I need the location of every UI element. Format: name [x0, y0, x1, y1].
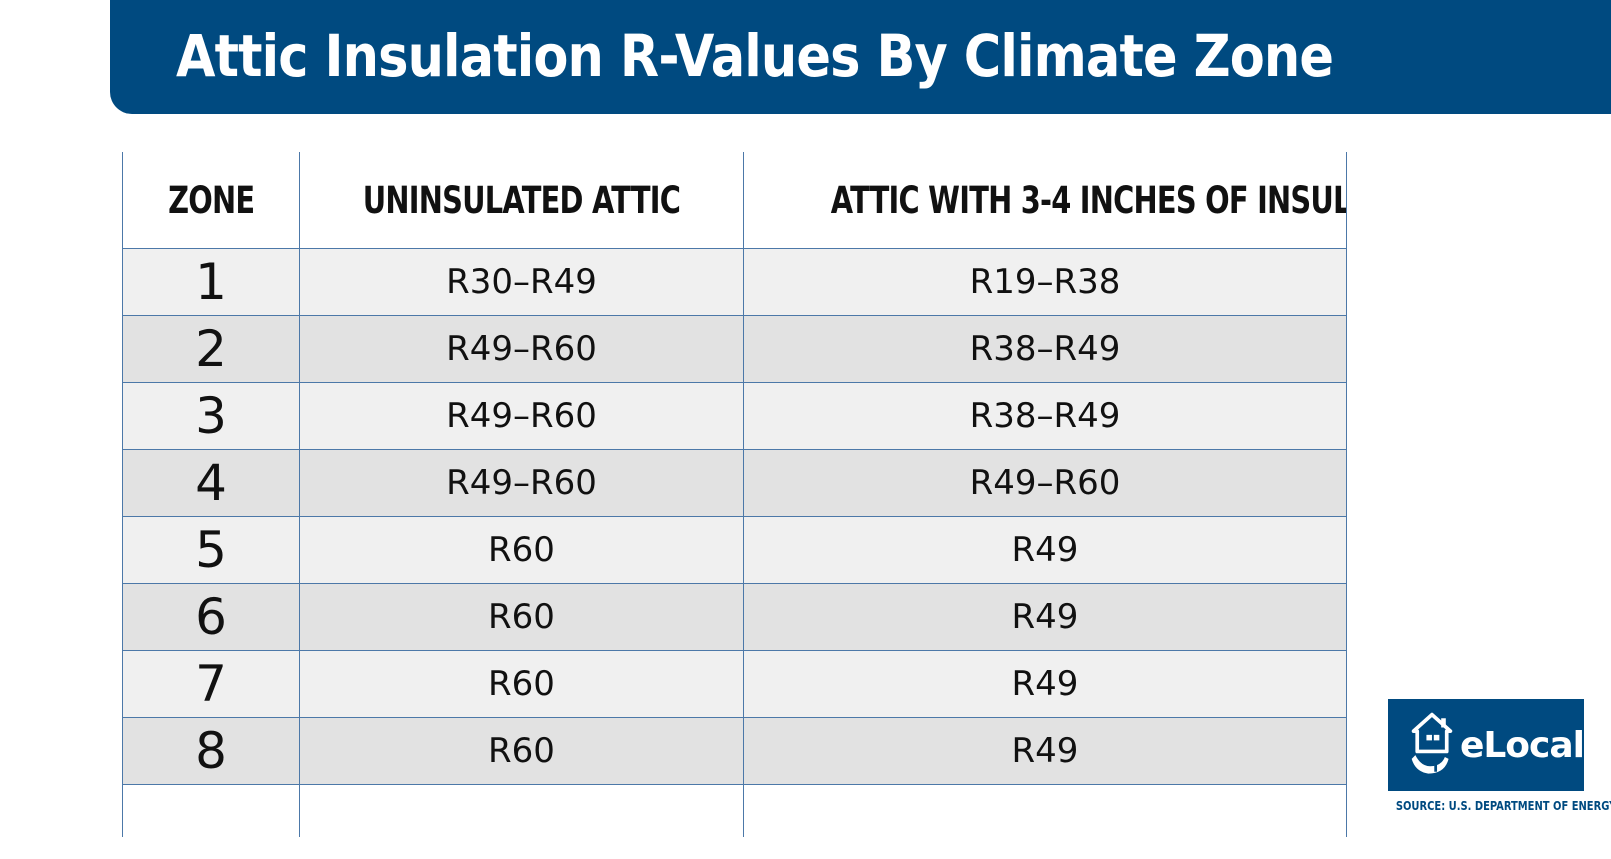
zone-cell: 2 [122, 315, 300, 383]
column-header-insulated: ATTIC WITH 3-4 INCHES OF INSULATION [743, 152, 1347, 249]
uninsulated-cell: R60 [299, 650, 744, 718]
zone-cell: 5 [122, 516, 300, 584]
spacer-cell [743, 784, 1347, 837]
insulated-cell: R49 [743, 583, 1347, 651]
insulated-cell: R49 [743, 650, 1347, 718]
table-row: 7 R60 R49 [122, 650, 1347, 718]
r-value-table: ZONE UNINSULATED ATTIC ATTIC WITH 3-4 IN… [122, 152, 1347, 837]
title-banner: Attic Insulation R-Values By Climate Zon… [110, 0, 1611, 114]
table-row: 3 R49–R60 R38–R49 [122, 382, 1347, 450]
zone-cell: 1 [122, 248, 300, 316]
insulated-cell: R19–R38 [743, 248, 1347, 316]
logo-text: eLocal [1459, 724, 1585, 766]
zone-cell: 4 [122, 449, 300, 517]
table-row: 1 R30–R49 R19–R38 [122, 248, 1347, 316]
table-row: 4 R49–R60 R49–R60 [122, 449, 1347, 517]
uninsulated-cell: R60 [299, 516, 744, 584]
uninsulated-cell: R30–R49 [299, 248, 744, 316]
insulated-cell: R38–R49 [743, 315, 1347, 383]
uninsulated-cell: R60 [299, 717, 744, 785]
uninsulated-cell: R60 [299, 583, 744, 651]
elocal-logo: eLocal [1388, 699, 1585, 791]
insulated-cell: R38–R49 [743, 382, 1347, 450]
page-title: Attic Insulation R-Values By Climate Zon… [176, 22, 1334, 90]
table-row: 5 R60 R49 [122, 516, 1347, 584]
insulated-cell: R49 [743, 717, 1347, 785]
table-header-row: ZONE UNINSULATED ATTIC ATTIC WITH 3-4 IN… [122, 152, 1347, 249]
uninsulated-cell: R49–R60 [299, 382, 744, 450]
table-row: 8 R60 R49 [122, 717, 1347, 785]
source-note: SOURCE: U.S. DEPARTMENT OF ENERGY [1395, 799, 1611, 813]
table-body: 1 R30–R49 R19–R38 2 R49–R60 R38–R49 3 R4… [122, 248, 1347, 837]
uninsulated-cell: R49–R60 [299, 315, 744, 383]
table-row: 6 R60 R49 [122, 583, 1347, 651]
insulated-cell: R49 [743, 516, 1347, 584]
table-row: 2 R49–R60 R38–R49 [122, 315, 1347, 383]
table-footer-spacer [122, 784, 1347, 837]
zone-cell: 7 [122, 650, 300, 718]
insulated-cell: R49–R60 [743, 449, 1347, 517]
zone-cell: 3 [122, 382, 300, 450]
column-header-zone: ZONE [122, 152, 300, 249]
house-hand-icon [1411, 712, 1453, 774]
zone-cell: 8 [122, 717, 300, 785]
uninsulated-cell: R49–R60 [299, 449, 744, 517]
column-header-uninsulated: UNINSULATED ATTIC [299, 152, 744, 249]
zone-cell: 6 [122, 583, 300, 651]
spacer-cell [299, 784, 744, 837]
spacer-cell [122, 784, 300, 837]
